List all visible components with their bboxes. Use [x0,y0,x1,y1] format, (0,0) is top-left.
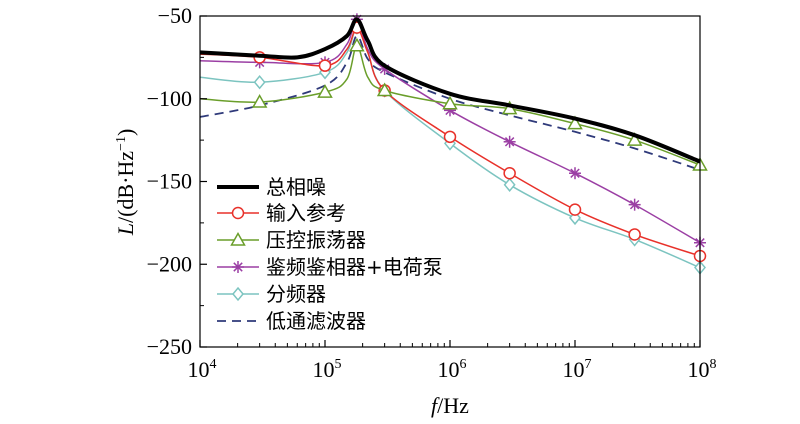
data-point-star [503,135,516,148]
x-tick-base: 10 [688,357,710,382]
legend-label-vco: 压控振荡器 [266,228,366,252]
x-axis-title-italic: f [431,393,440,418]
y-axis-title: L/(dB·Hz−1) [113,129,138,237]
series-0 [199,17,701,164]
x-tick-exponent: 4 [210,357,217,372]
data-point-triangle [376,82,393,97]
x-tick-label: 107 [563,357,592,382]
data-point-triangle [567,115,583,130]
x-axis-title: f/Hz [431,393,469,418]
data-point-diamond [253,75,266,90]
y-axis-title-italic: L [113,223,138,236]
data-point-star [569,167,581,180]
legend-label-pfd-cp: 鉴频鉴相器+电荷泵 [266,255,443,279]
x-tick-base: 10 [563,357,585,382]
y-axis-title-close: ) [113,129,138,136]
series-line [199,45,701,166]
legend-item-pfd-cp: 鉴频鉴相器+电荷泵 [217,255,443,279]
x-tick-label: 104 [188,357,217,382]
data-point-circle [318,59,332,72]
x-tick-label: 106 [438,357,467,382]
legend-item-total: 总相噪 [217,175,326,199]
x-tick-exponent: 8 [710,357,717,372]
data-point-circle [568,203,582,216]
x-tick-exponent: 5 [335,357,342,372]
legend-label-total: 总相噪 [266,175,326,199]
x-tick-base: 10 [188,357,210,382]
data-point-triangle [317,84,333,98]
legend-label-loop-filter: 低通滤波器 [266,309,366,333]
data-point-circle [443,130,457,144]
data-point-triangle [626,132,643,146]
x-tick-label: 108 [688,357,717,382]
series-2 [199,37,708,171]
series-line [199,17,701,164]
y-tick-label: −100 [147,86,192,111]
legend-label-divider: 分频器 [266,282,326,306]
y-axis-title-unit: /(dB·Hz [113,151,138,223]
legend-item-divider: 分频器 [217,282,326,306]
data-point-star [628,198,641,211]
data-point-diamond [503,177,516,192]
legend-item-loop-filter: 低通滤波器 [217,309,366,333]
x-tick-label: 105 [313,357,342,382]
x-tick-exponent: 7 [585,357,592,372]
x-axis-title-unit: /Hz [437,393,469,418]
y-tick-label: −150 [147,169,192,194]
x-tick-base: 10 [438,357,460,382]
legend: 总相噪 输入参考 压控振荡器 鉴频鉴相器+电荷泵 分频器 [217,175,443,333]
data-point-triangle [442,95,458,110]
data-point-triangle [251,94,268,108]
legend-item-vco: 压控振荡器 [217,228,366,252]
x-tick-base: 10 [313,357,335,382]
data-point-circle [628,228,641,241]
y-tick-label: −200 [147,251,192,276]
data-point-triangle [349,37,365,52]
data-point-circle [503,166,516,180]
y-tick-label: −250 [147,334,192,359]
legend-item-input-reference: 输入参考 [217,201,346,225]
y-axis-title-sup: −1 [114,136,129,151]
y-tick-label: −50 [158,3,192,28]
x-tick-exponent: 6 [460,357,467,372]
series-line [199,35,701,171]
series-5 [199,35,701,171]
legend-label-input-reference: 输入参考 [266,201,346,225]
